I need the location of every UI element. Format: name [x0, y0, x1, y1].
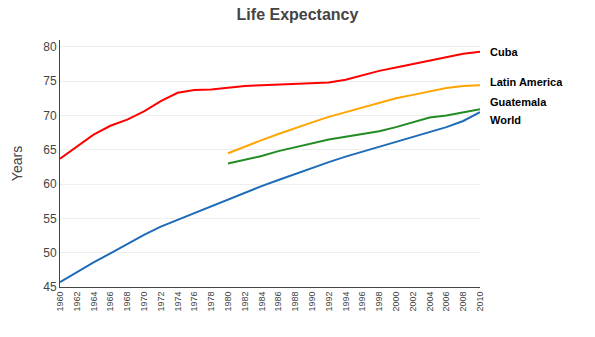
svg-text:2008: 2008 [458, 292, 468, 312]
svg-text:70: 70 [43, 109, 57, 123]
svg-text:2000: 2000 [391, 292, 401, 312]
svg-text:1978: 1978 [206, 292, 216, 312]
svg-text:50: 50 [43, 246, 57, 260]
svg-text:75: 75 [43, 74, 57, 88]
svg-text:60: 60 [43, 177, 57, 191]
svg-text:1960: 1960 [55, 292, 65, 312]
svg-text:45: 45 [43, 280, 57, 294]
svg-text:1984: 1984 [257, 292, 267, 312]
svg-text:55: 55 [43, 212, 57, 226]
svg-text:1982: 1982 [240, 292, 250, 312]
svg-text:2010: 2010 [475, 292, 485, 312]
svg-text:Years: Years [9, 146, 25, 181]
svg-text:Latin America: Latin America [490, 76, 563, 88]
svg-text:1988: 1988 [290, 292, 300, 312]
svg-text:Life Expectancy: Life Expectancy [237, 6, 359, 23]
svg-text:2006: 2006 [441, 292, 451, 312]
svg-text:2002: 2002 [408, 292, 418, 312]
svg-text:1976: 1976 [189, 292, 199, 312]
svg-text:1986: 1986 [273, 292, 283, 312]
svg-text:1996: 1996 [357, 292, 367, 312]
svg-text:2004: 2004 [425, 292, 435, 312]
svg-text:1964: 1964 [89, 292, 99, 312]
svg-text:1974: 1974 [173, 292, 183, 312]
svg-text:1980: 1980 [223, 292, 233, 312]
svg-text:65: 65 [43, 143, 57, 157]
svg-text:1990: 1990 [307, 292, 317, 312]
svg-text:80: 80 [43, 40, 57, 54]
svg-text:Guatemala: Guatemala [490, 96, 547, 108]
svg-text:1970: 1970 [139, 292, 149, 312]
svg-text:1966: 1966 [105, 292, 115, 312]
svg-text:1998: 1998 [374, 292, 384, 312]
svg-text:1992: 1992 [324, 292, 334, 312]
svg-text:1962: 1962 [72, 292, 82, 312]
svg-text:1994: 1994 [341, 292, 351, 312]
svg-text:1968: 1968 [122, 292, 132, 312]
svg-text:World: World [490, 114, 521, 126]
svg-text:Cuba: Cuba [490, 46, 518, 58]
svg-text:1972: 1972 [156, 292, 166, 312]
